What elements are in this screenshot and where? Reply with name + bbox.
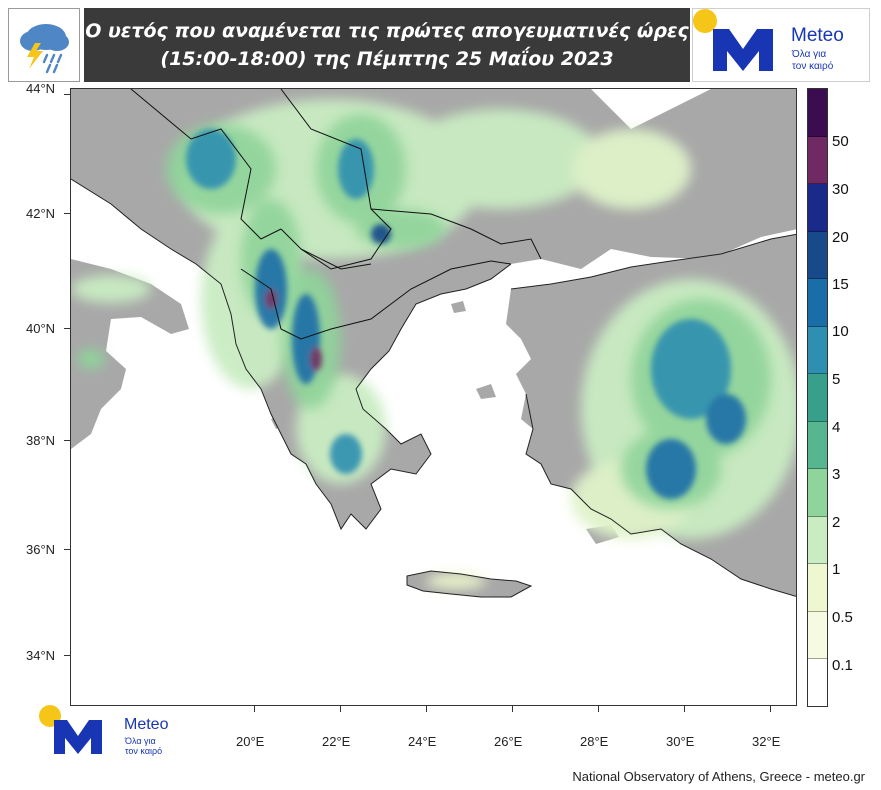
colorbar-label: 0.1 — [832, 657, 853, 674]
lon-label: 28°E — [580, 734, 609, 749]
lon-label: 26°E — [494, 734, 523, 749]
logo-tagline-2: τον καιρό — [125, 746, 163, 756]
lon-tick — [340, 706, 341, 712]
lon-label: 22°E — [322, 734, 351, 749]
lon-tick — [512, 706, 513, 712]
lat-label: 40°N — [26, 321, 56, 336]
colorbar-segment — [808, 516, 827, 565]
logo-name: Meteo — [791, 25, 844, 46]
colorbar-label: 10 — [832, 323, 849, 340]
lat-label: 38°N — [26, 433, 56, 448]
lat-label: 42°N — [26, 206, 56, 221]
colorbar-segment — [808, 279, 827, 327]
logo-tagline-1: Όλα για — [792, 49, 827, 60]
colorbar-segment — [808, 184, 827, 232]
lon-label: 32°E — [752, 734, 781, 749]
colorbar-label: 4 — [832, 419, 841, 436]
colorbar-label: 3 — [832, 466, 841, 483]
colorbar-segment — [808, 564, 827, 612]
map-title: Ο υετός που αναμένεται τις πρώτες απογευ… — [84, 8, 690, 82]
lon-tick — [770, 706, 771, 712]
lon-tick — [598, 706, 599, 712]
colorbar-segment — [808, 326, 827, 375]
title-line-1: Ο υετός που αναμένεται τις πρώτες απογευ… — [85, 20, 689, 42]
lat-tick — [64, 94, 70, 95]
colorbar-segment — [808, 469, 827, 517]
header: Ο υετός που αναμένεται τις πρώτες απογευ… — [8, 8, 870, 86]
lon-label: 30°E — [666, 734, 695, 749]
colorbar-segment — [808, 611, 827, 660]
meteo-logo-bottom: Meteo Όλα για τον καιρό — [36, 704, 186, 760]
colorbar-label: 1 — [832, 561, 841, 578]
colorbar-segment — [808, 231, 827, 280]
colorbar-label: 50 — [832, 133, 849, 150]
logo-name: Meteo — [124, 716, 169, 733]
precip-heavy — [186, 129, 746, 499]
colorbar-label: 0.5 — [832, 609, 853, 626]
colorbar-segment — [808, 89, 827, 137]
colorbar-segment — [808, 421, 827, 470]
colorbar-segment — [808, 136, 827, 185]
lon-tick — [254, 706, 255, 712]
colorbar-segment — [808, 659, 827, 706]
lon-tick — [426, 706, 427, 712]
logo-tagline-1: Όλα για — [125, 736, 156, 746]
lon-tick — [684, 706, 685, 712]
logo-tagline-2: τον καιρό — [792, 61, 834, 72]
precipitation-map — [70, 88, 797, 706]
colorbar-label: 20 — [832, 229, 849, 246]
colorbar-label: 15 — [832, 276, 849, 293]
colorbar-label: 2 — [832, 514, 841, 531]
footer-credit: National Observatory of Athens, Greece -… — [572, 769, 865, 784]
lat-tick — [64, 549, 70, 550]
meteo-logo: Meteo Όλα για τον καιρό — [692, 8, 870, 82]
lat-tick — [64, 328, 70, 329]
lon-label: 24°E — [408, 734, 437, 749]
lat-label: 44°N — [26, 81, 56, 96]
lat-tick — [64, 213, 70, 214]
colorbar-label: 30 — [832, 181, 849, 198]
lon-label: 20°E — [236, 734, 265, 749]
colorbar-segment — [808, 374, 827, 422]
precipitation-colorbar — [807, 88, 828, 707]
title-line-2: (15:00-18:00) της Πέμπτης 25 Μαΐου 2023 — [160, 48, 614, 70]
lat-tick — [64, 440, 70, 441]
colorbar-label: 5 — [832, 371, 841, 388]
coastlines — [71, 178, 796, 598]
lat-label: 36°N — [26, 542, 56, 557]
lat-tick — [64, 655, 70, 656]
country-borders — [130, 89, 542, 340]
lat-label: 34°N — [26, 648, 56, 663]
storm-cloud-rain-icon — [8, 8, 80, 82]
